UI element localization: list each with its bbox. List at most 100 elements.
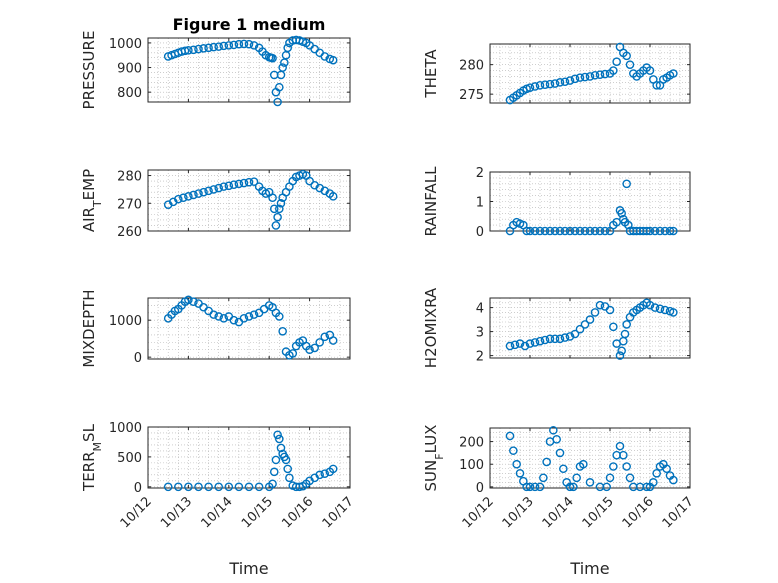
data-point — [234, 39, 244, 49]
data-point — [572, 473, 581, 483]
y-tick-label: 1000 — [109, 314, 142, 329]
data-point — [209, 310, 218, 319]
data-point — [545, 79, 555, 89]
data-point — [555, 448, 565, 458]
data-point — [268, 479, 277, 489]
data-point — [184, 46, 193, 55]
data-point — [328, 55, 338, 65]
data-point — [595, 226, 605, 236]
data-point — [184, 192, 193, 201]
x-tick-label: 10/13 — [158, 494, 195, 531]
data-point — [625, 60, 635, 69]
axes-box — [147, 37, 351, 103]
data-point — [555, 226, 565, 236]
data-point — [505, 341, 515, 351]
data-point — [515, 339, 525, 348]
data-point — [622, 462, 631, 471]
y-axis-label: SUNFLUX — [422, 425, 446, 492]
data-point — [642, 482, 651, 492]
data-point — [274, 204, 284, 214]
data-point — [234, 482, 244, 492]
data-point — [622, 179, 631, 189]
data-point — [590, 70, 600, 80]
data-point — [575, 226, 585, 236]
data-point — [530, 338, 540, 347]
data-point — [259, 304, 269, 314]
data-point — [609, 66, 618, 75]
data-point — [535, 482, 545, 492]
data-point — [269, 467, 279, 477]
axes-box — [489, 43, 691, 104]
axes-box — [489, 427, 691, 489]
data-point — [184, 482, 193, 492]
data-point — [268, 193, 277, 203]
axes-box — [147, 169, 351, 232]
y-tick-label: 2 — [476, 350, 484, 365]
data-point — [650, 226, 660, 236]
data-point — [214, 42, 223, 51]
data-point — [620, 329, 630, 339]
data-point — [560, 333, 570, 342]
data-point — [219, 182, 229, 191]
x-tick-label: 10/17 — [660, 494, 697, 531]
data-point — [570, 74, 580, 84]
data-point — [575, 324, 585, 334]
y-axis-label: RAINFALL — [422, 166, 440, 237]
y-axis-label: PRESSURE — [80, 31, 98, 110]
axes-box — [147, 297, 351, 360]
data-point — [522, 226, 531, 236]
data-point — [285, 473, 294, 483]
data-point — [278, 63, 287, 72]
data-point — [605, 305, 615, 315]
data-point — [234, 179, 244, 189]
data-point — [617, 208, 626, 218]
data-point — [194, 189, 203, 198]
data-point — [214, 482, 223, 492]
axes-box — [147, 426, 351, 489]
data-point — [512, 459, 521, 469]
data-point — [669, 475, 678, 485]
data-point — [550, 334, 560, 344]
data-point — [565, 76, 575, 85]
data-point — [565, 332, 575, 341]
data-point — [295, 482, 304, 492]
x-tick-label: 10/16 — [279, 494, 316, 531]
data-point — [622, 51, 631, 61]
data-point — [575, 73, 585, 82]
data-point — [655, 304, 665, 314]
data-point — [652, 468, 661, 478]
data-point — [180, 46, 190, 56]
data-point — [615, 441, 625, 451]
data-point — [276, 198, 286, 208]
data-point — [273, 212, 282, 222]
data-point — [199, 44, 208, 53]
data-point — [590, 308, 600, 317]
data-point — [530, 226, 540, 236]
data-point — [649, 478, 658, 487]
data-point — [569, 482, 578, 492]
data-point — [320, 52, 330, 61]
data-point — [163, 482, 173, 492]
data-point — [650, 303, 660, 312]
data-point — [249, 310, 259, 319]
data-point — [525, 83, 535, 92]
data-point — [522, 482, 531, 492]
x-tick-label: 10/14 — [199, 494, 236, 531]
data-point — [244, 177, 254, 187]
x-axis-label: Time — [228, 559, 268, 578]
data-point — [560, 226, 570, 236]
data-point — [189, 297, 198, 306]
data-point — [669, 308, 678, 317]
y-tick-label: 2 — [476, 166, 484, 181]
data-point — [525, 482, 535, 492]
data-point — [224, 41, 234, 50]
data-point — [545, 226, 555, 236]
data-point — [276, 443, 286, 453]
data-point — [269, 204, 279, 214]
data-point — [669, 69, 678, 78]
data-point — [542, 457, 551, 467]
y-tick-label: 100 — [459, 458, 484, 473]
data-point — [617, 346, 626, 356]
data-point — [585, 226, 595, 236]
